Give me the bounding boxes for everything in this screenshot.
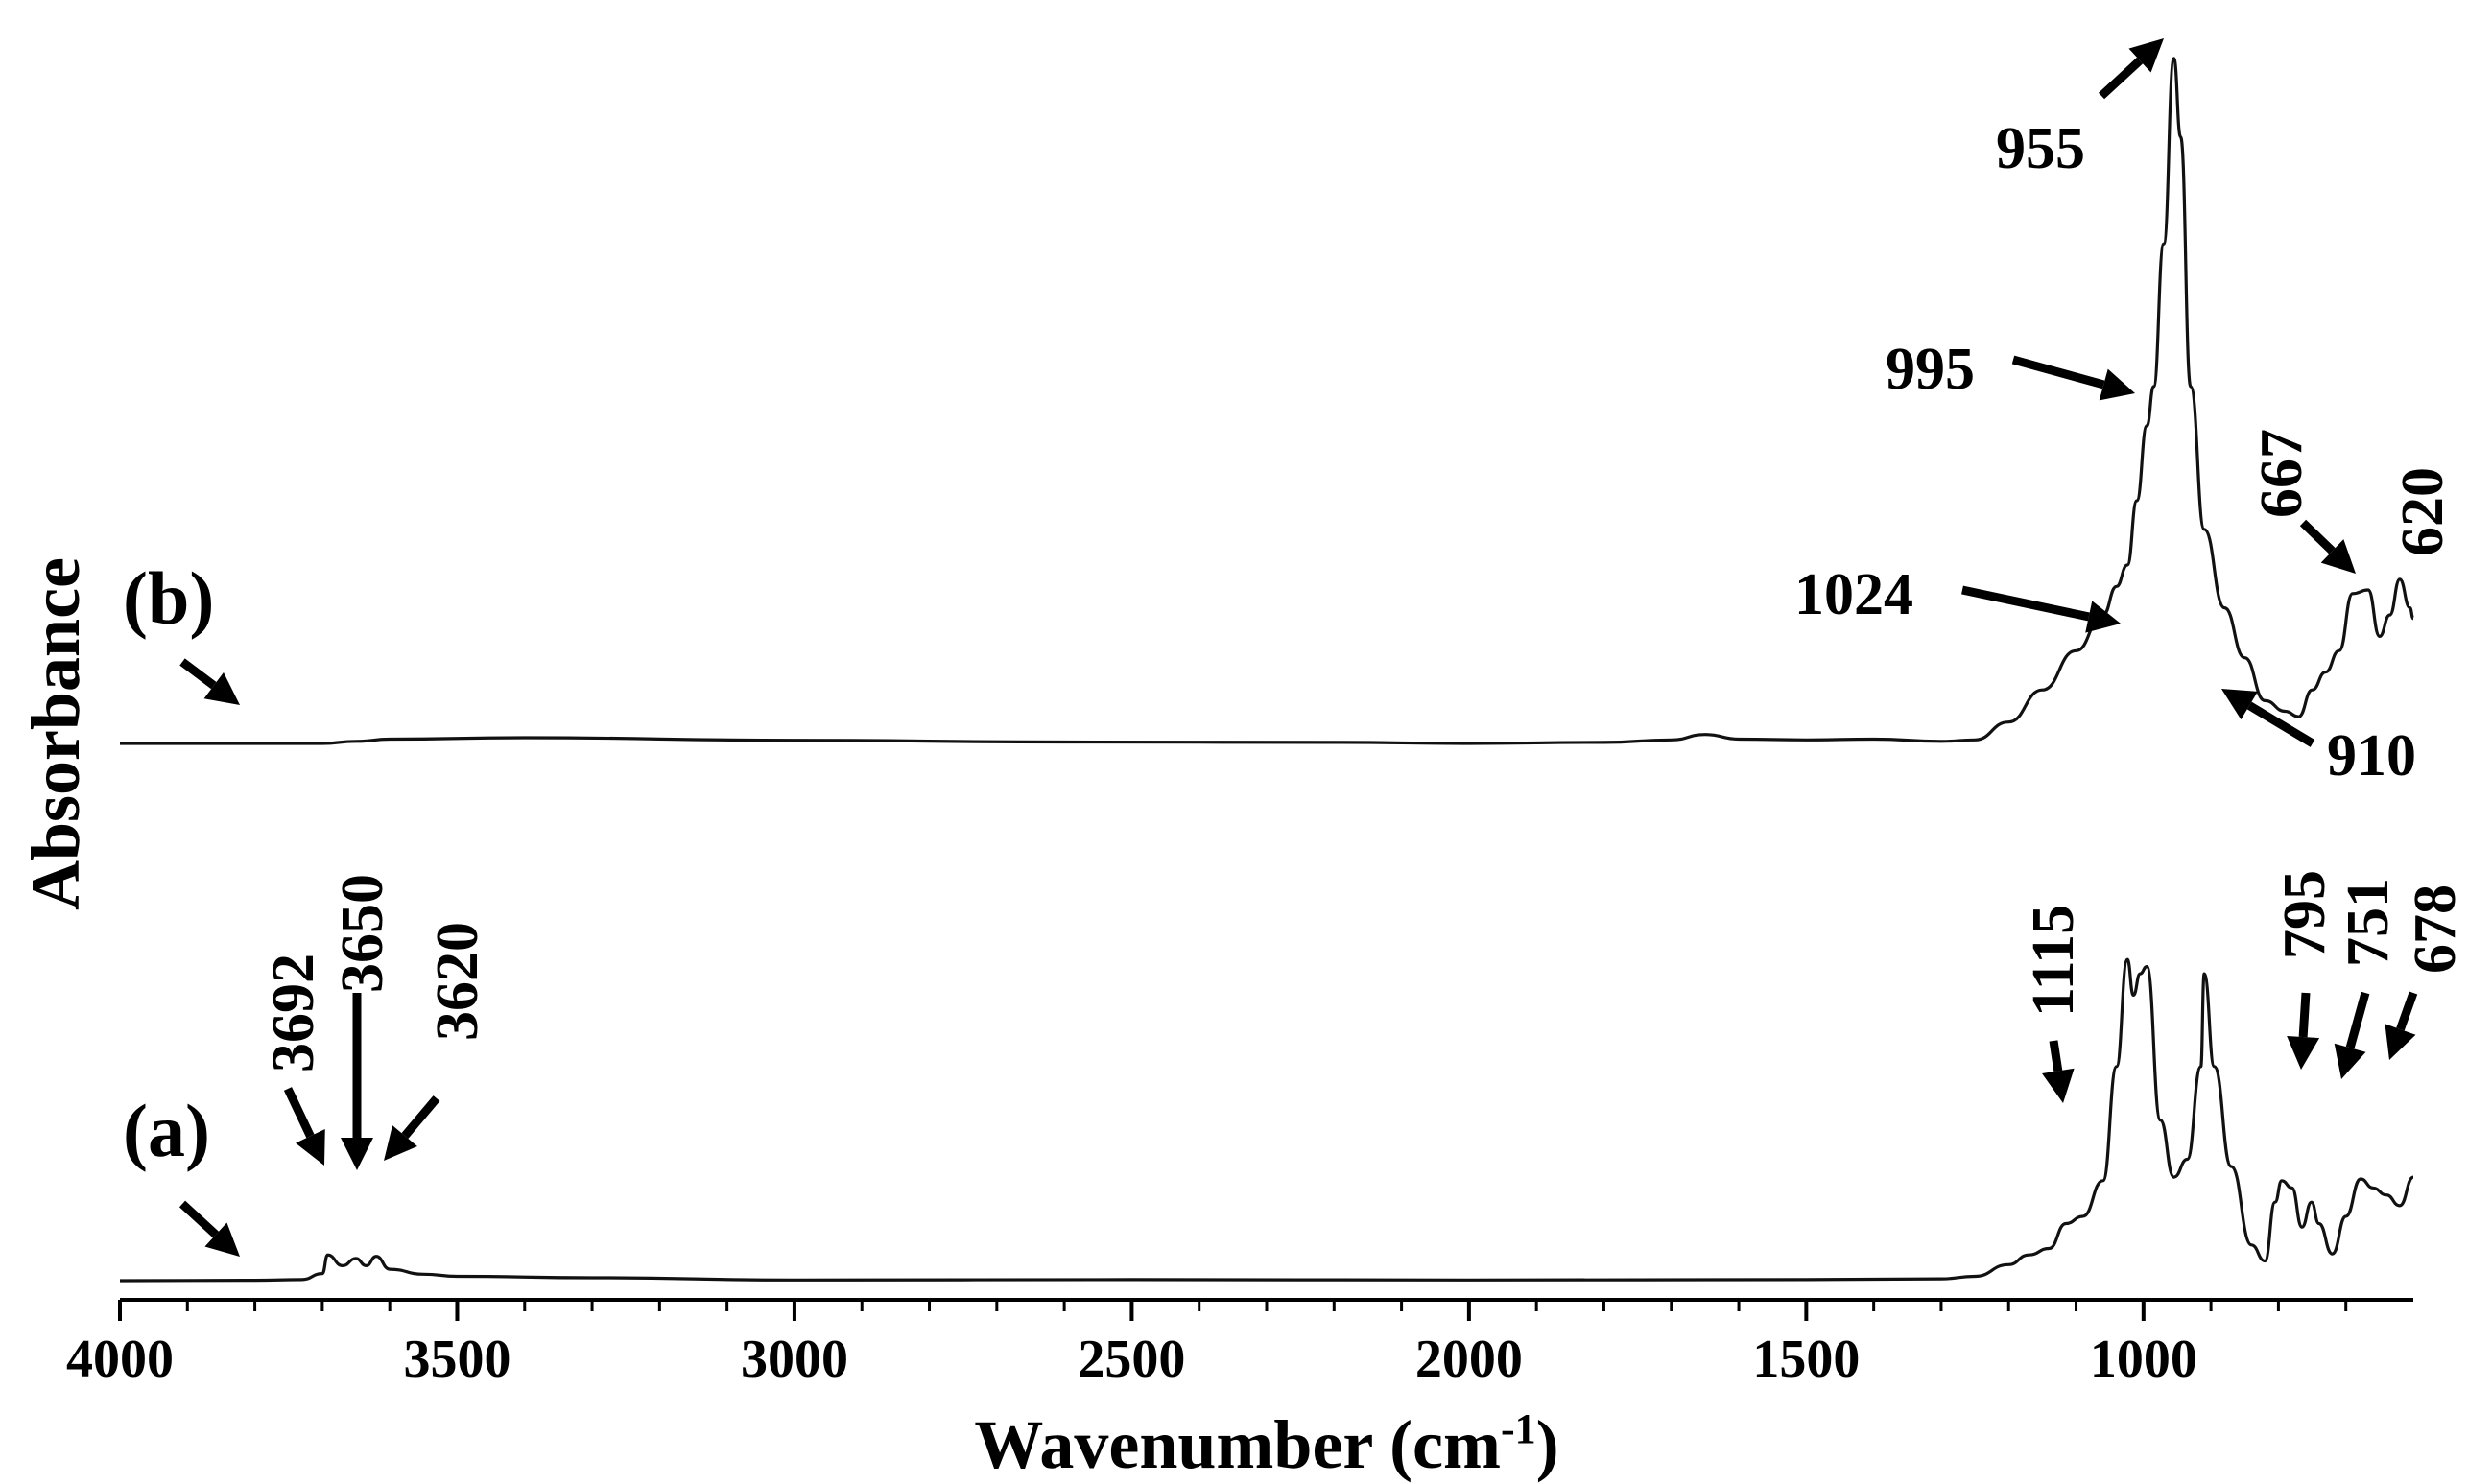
peak-label-667: 667 bbox=[2249, 429, 2314, 518]
arrow-795-shaft bbox=[2298, 992, 2311, 1038]
arrow-667-shaft bbox=[2299, 519, 2336, 554]
arrow-995-head bbox=[2099, 368, 2135, 401]
arrow-b-label-head bbox=[203, 672, 240, 705]
arrow-795-head bbox=[2287, 1036, 2320, 1070]
arrow-1115-head bbox=[2042, 1068, 2075, 1103]
arrow-910-head bbox=[2221, 689, 2258, 720]
peak-label-678: 678 bbox=[2403, 884, 2468, 974]
y-axis-title: Absorbance bbox=[17, 557, 94, 910]
arrow-b-label-shaft bbox=[179, 658, 217, 690]
peak-label-1024: 1024 bbox=[1794, 562, 1913, 627]
series-label-b: (b) bbox=[123, 556, 214, 640]
peak-label-3620: 3620 bbox=[425, 922, 490, 1041]
arrow-1024-head bbox=[2085, 601, 2121, 633]
arrow-a-label-shaft bbox=[178, 1200, 219, 1238]
series-label-a: (a) bbox=[123, 1089, 210, 1172]
peak-label-955: 955 bbox=[1996, 116, 2085, 181]
arrow-1115-shaft bbox=[2049, 1040, 2063, 1072]
peak-label-1115: 1115 bbox=[2021, 905, 2086, 1017]
arrow-3650-head bbox=[341, 1138, 373, 1170]
x-tick-label-1000: 1000 bbox=[2090, 1330, 2197, 1389]
x-axis-title: Wavenumber (cm-1) bbox=[974, 1405, 1558, 1483]
arrow-678-head bbox=[2385, 1024, 2416, 1060]
spectrum-b bbox=[120, 57, 2415, 745]
x-tick-label-3500: 3500 bbox=[403, 1330, 510, 1389]
arrow-667-head bbox=[2320, 539, 2356, 574]
peak-label-910: 910 bbox=[2327, 723, 2416, 789]
arrow-3620-shaft bbox=[401, 1095, 440, 1139]
arrow-678-shaft bbox=[2396, 991, 2418, 1031]
peak-label-620: 620 bbox=[2390, 467, 2456, 556]
arrow-3620-head bbox=[384, 1125, 417, 1161]
arrow-1024-shaft bbox=[1961, 585, 2090, 622]
peak-label-795: 795 bbox=[2272, 870, 2338, 959]
x-tick-label-2000: 2000 bbox=[1415, 1330, 1523, 1389]
peak-label-751: 751 bbox=[2336, 878, 2401, 967]
arrow-751-head bbox=[2334, 1043, 2366, 1079]
peak-label-995: 995 bbox=[1886, 337, 1975, 402]
peak-label-3650: 3650 bbox=[330, 874, 395, 993]
peak-annotations bbox=[178, 38, 2418, 1257]
x-axis-ticks: 4000 3500 3000 2500 2000 1500 1000 bbox=[66, 1300, 2348, 1389]
x-tick-label-4000: 4000 bbox=[66, 1330, 174, 1389]
arrow-955-head bbox=[2128, 38, 2164, 73]
x-tick-label-3000: 3000 bbox=[741, 1330, 848, 1389]
peak-label-3692: 3692 bbox=[261, 954, 326, 1072]
x-tick-label-2500: 2500 bbox=[1078, 1330, 1185, 1389]
spectra bbox=[119, 57, 2415, 1283]
spectrum-a bbox=[119, 957, 2414, 1283]
x-tick-label-1500: 1500 bbox=[1752, 1330, 1860, 1389]
arrow-751-shaft bbox=[2345, 991, 2370, 1049]
arrow-995-shaft bbox=[2011, 355, 2105, 389]
arrow-a-label-head bbox=[204, 1222, 240, 1257]
arrow-3692-head bbox=[296, 1128, 325, 1166]
arrow-3692-shaft bbox=[283, 1087, 315, 1139]
arrow-955-shaft bbox=[2098, 57, 2144, 100]
arrow-910-shaft bbox=[2246, 701, 2315, 747]
